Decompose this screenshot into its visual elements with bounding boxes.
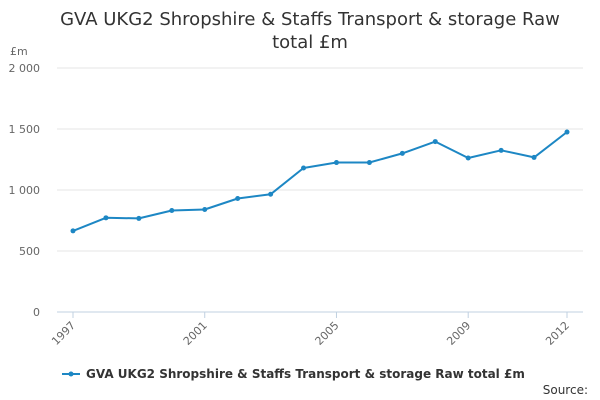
data-point[interactable] xyxy=(498,147,504,153)
legend-point-marker xyxy=(68,371,74,377)
source-label: Source: xyxy=(543,383,588,397)
chart-title: GVA UKG2 Shropshire & Staffs Transport &… xyxy=(60,9,560,53)
series-group xyxy=(70,129,570,234)
data-point[interactable] xyxy=(70,228,76,234)
data-point[interactable] xyxy=(366,160,372,166)
x-tick-label: 2009 xyxy=(444,319,473,348)
data-point[interactable] xyxy=(136,215,142,221)
gridlines xyxy=(57,67,583,252)
legend[interactable]: GVA UKG2 Shropshire & Staffs Transport &… xyxy=(62,367,525,381)
data-point[interactable] xyxy=(531,154,537,160)
x-tick-label: 2012 xyxy=(543,319,572,348)
data-point[interactable] xyxy=(333,160,339,166)
data-point[interactable] xyxy=(202,207,208,213)
series-line xyxy=(72,131,568,232)
data-point[interactable] xyxy=(235,196,241,202)
y-tick-label: 1 500 xyxy=(9,123,41,136)
x-axis-tick-labels: 1997 2001 2005 2009 2012 xyxy=(49,312,572,348)
data-point[interactable] xyxy=(432,139,438,145)
y-tick-label: 500 xyxy=(19,245,40,258)
x-tick-label: 1997 xyxy=(49,319,78,348)
data-point[interactable] xyxy=(103,215,109,221)
y-tick-label: 1 000 xyxy=(9,184,41,197)
y-tick-label: 2 000 xyxy=(9,62,41,75)
y-axis-unit-label: £m xyxy=(10,45,28,58)
data-point[interactable] xyxy=(399,150,405,156)
y-tick-label: 0 xyxy=(33,306,40,319)
legend-label: GVA UKG2 Shropshire & Staffs Transport &… xyxy=(86,367,525,381)
data-point[interactable] xyxy=(301,165,307,171)
data-point[interactable] xyxy=(465,155,471,161)
data-point[interactable] xyxy=(564,129,570,135)
y-axis-tick-labels: 0 500 1 000 1 500 2 000 xyxy=(9,62,41,319)
x-tick-label: 2001 xyxy=(181,319,210,348)
data-point[interactable] xyxy=(169,207,175,213)
data-point[interactable] xyxy=(268,191,274,197)
x-tick-label: 2005 xyxy=(313,319,342,348)
